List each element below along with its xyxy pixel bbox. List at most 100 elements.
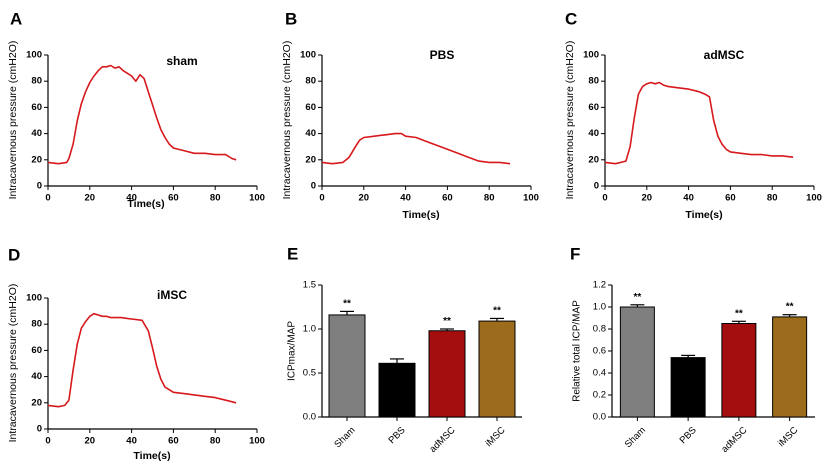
bar-pbs <box>378 362 416 418</box>
x-tick-label: 60 <box>168 436 179 447</box>
panel-letter: C <box>565 9 577 28</box>
y-tick-label: 1.5 <box>303 280 316 291</box>
x-tick-label: 100 <box>806 193 822 204</box>
x-tick-label: 80 <box>767 193 778 204</box>
significance-label: ** <box>786 302 794 313</box>
x-tick-label: 100 <box>249 436 265 447</box>
panel-letter: B <box>285 9 297 28</box>
panel-letter: A <box>10 9 22 28</box>
bar-sham <box>328 314 366 418</box>
y-tick-label: 80 <box>31 76 42 87</box>
y-tick-label: 1.0 <box>303 324 316 335</box>
y-axis-label: Intracavernous pressure (cmH2O) <box>564 41 576 200</box>
x-tick-label: iMSC <box>776 425 800 449</box>
x-axis-label: Time(s) <box>685 209 722 221</box>
x-tick-label: 20 <box>85 436 96 447</box>
y-tick-label: 100 <box>300 50 316 61</box>
x-tick-label: PBS <box>386 425 407 446</box>
significance-label: ** <box>443 316 451 327</box>
x-tick-label: 20 <box>642 193 653 204</box>
x-tick-label: 0 <box>602 193 607 204</box>
y-tick-label: 40 <box>588 128 599 139</box>
y-tick-label: 100 <box>26 293 42 304</box>
x-tick-label: adMSC <box>719 425 749 455</box>
x-tick-label: 100 <box>523 193 539 204</box>
panel-f: F 0.0 0.2 0.4 0.6 0.8 1.0 1.2 Relative total ICP… <box>570 244 815 455</box>
y-tick-label: 100 <box>583 50 599 61</box>
y-axis-label: Relative total ICP/MAP <box>572 300 583 402</box>
y-tick-label: 60 <box>31 102 42 113</box>
x-tick-label: 80 <box>210 193 221 204</box>
x-tick-label: 80 <box>210 436 221 447</box>
y-tick-label: 60 <box>31 345 42 356</box>
bar-admsc <box>721 323 757 418</box>
y-tick-label: 80 <box>31 319 42 330</box>
y-tick-label: 0 <box>37 181 42 192</box>
y-tick-label: 0.4 <box>593 368 606 379</box>
y-tick-label: 0 <box>311 181 316 192</box>
bar-imsc <box>772 316 808 418</box>
pressure-trace <box>47 64 237 165</box>
panel-a: A 0 20 40 60 80 100 0 20 40 60 80 100 Time(s) Intracav… <box>7 9 265 209</box>
y-tick-label: 0.5 <box>303 368 316 379</box>
y-axis-label: ICPmax/MAP <box>287 321 298 381</box>
x-tick-label: 40 <box>400 193 411 204</box>
x-tick-label: 40 <box>683 193 694 204</box>
chart-title: PBS <box>430 48 455 62</box>
y-tick-label: 40 <box>305 128 316 139</box>
y-tick-label: 60 <box>588 102 599 113</box>
y-tick-label: 0.2 <box>593 390 606 401</box>
y-tick-label: 100 <box>26 50 42 61</box>
x-tick-label: 40 <box>126 436 137 447</box>
bar-admsc <box>428 330 466 418</box>
x-tick-label: PBS <box>678 425 699 446</box>
y-axis-label: Intracavernous pressure (cmH2O) <box>7 41 19 200</box>
panel-letter: E <box>287 244 298 263</box>
y-tick-label: 0 <box>37 424 42 435</box>
x-tick-label: 20 <box>85 193 96 204</box>
x-tick-label: 60 <box>168 193 179 204</box>
x-tick-label: Sham <box>332 425 357 450</box>
panel-e: E 0.0 0.5 1.0 1.5 ICPmax/MAP ** Sham PBS ** adMSC *… <box>287 244 522 455</box>
x-tick-label: iMSC <box>483 425 507 449</box>
panel-d: D 0 20 40 60 80 100 0 20 40 60 80 100 Time(s) Intracav… <box>7 245 265 461</box>
x-axis-label: Time(s) <box>127 198 164 210</box>
significance-label: ** <box>343 298 351 309</box>
bar-imsc <box>478 320 516 418</box>
x-axis-label: Time(s) <box>133 450 170 462</box>
x-tick-label: 20 <box>359 193 370 204</box>
x-axis-label: Time(s) <box>402 209 439 221</box>
y-tick-label: 80 <box>588 76 599 87</box>
x-tick-label: Sham <box>623 425 648 450</box>
x-tick-label: 80 <box>484 193 495 204</box>
y-tick-label: 0.0 <box>303 412 316 423</box>
x-tick-label: 60 <box>725 193 736 204</box>
pressure-trace <box>321 132 511 165</box>
y-tick-label: 20 <box>31 397 42 408</box>
y-tick-label: 60 <box>305 102 316 113</box>
x-tick-label: 0 <box>319 193 324 204</box>
significance-label: ** <box>493 305 501 316</box>
y-tick-label: 40 <box>31 371 42 382</box>
chart-title: sham <box>166 54 197 68</box>
significance-label: ** <box>735 308 743 319</box>
panel-letter: F <box>570 244 580 263</box>
panel-b: B 0 20 40 60 80 100 0 20 40 60 80 100 Time(s) Intracav… <box>281 9 539 220</box>
y-tick-label: 0.0 <box>593 412 606 423</box>
y-tick-label: 20 <box>305 154 316 165</box>
significance-label: ** <box>633 292 641 303</box>
y-tick-label: 0 <box>594 181 599 192</box>
pressure-trace <box>47 312 237 408</box>
y-tick-label: 20 <box>588 154 599 165</box>
x-tick-label: 0 <box>45 436 50 447</box>
chart-title: adMSC <box>704 48 745 62</box>
y-tick-label: 20 <box>31 154 42 165</box>
panel-c: C 0 20 40 60 80 100 0 20 40 60 80 100 Time(s) Intracav… <box>564 9 822 220</box>
y-tick-label: 1.2 <box>593 280 606 291</box>
y-tick-label: 0.8 <box>593 324 606 335</box>
x-tick-label: 0 <box>45 193 50 204</box>
y-tick-label: 80 <box>305 76 316 87</box>
x-tick-label: adMSC <box>427 425 457 455</box>
x-tick-label: 100 <box>249 193 265 204</box>
